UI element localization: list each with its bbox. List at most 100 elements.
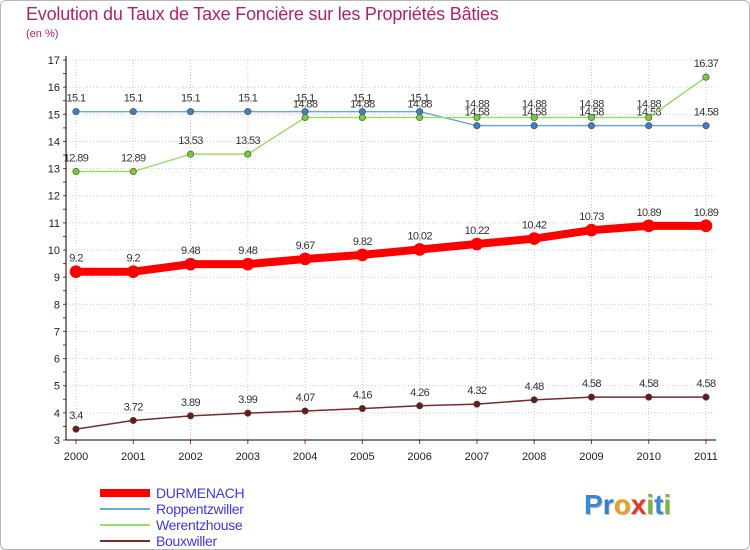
data-label-durmenach-2000: 9.2: [69, 253, 83, 265]
data-point-roppentzwiller-2011: [702, 122, 710, 130]
chart-title: Evolution du Taux de Taxe Foncière sur l…: [26, 4, 499, 24]
y-tick-label-12: 12: [48, 191, 60, 203]
data-label-durmenach-2001: 9.2: [127, 253, 141, 265]
data-point-werentzhouse-2000: [72, 168, 80, 176]
data-point-bouxwiller-2010: [645, 393, 653, 401]
data-point-werentzhouse-2006: [416, 114, 424, 122]
data-label-durmenach-2002: 9.48: [181, 245, 200, 257]
data-label-roppentzwiller-2007: 14.58: [465, 107, 490, 119]
data-label-werentzhouse-2000: 12.89: [64, 153, 89, 165]
data-label-durmenach-2007: 10.22: [465, 225, 490, 237]
series-line-durmenach: [72, 221, 710, 276]
x-tick-label-2003: 2003: [236, 451, 260, 463]
data-point-werentzhouse-2007: [473, 114, 481, 122]
y-tick-label-5: 5: [54, 381, 60, 393]
x-tick-label-2001: 2001: [121, 451, 145, 463]
data-label-werentzhouse-2010: 14.88: [636, 99, 661, 111]
x-tick-label-2007: 2007: [465, 451, 489, 463]
data-label-roppentzwiller-2000: 15.1: [66, 93, 85, 105]
data-label-bouxwiller-2011: 4.58: [696, 378, 715, 390]
data-label-werentzhouse-2009: 14.88: [579, 99, 604, 111]
data-point-roppentzwiller-2008: [530, 122, 538, 130]
data-point-roppentzwiller-2009: [587, 122, 595, 130]
data-label-werentzhouse-2011: 16.37: [694, 58, 719, 70]
logo-letter: t: [654, 489, 664, 520]
data-point-durmenach-2003: [241, 257, 255, 271]
data-label-durmenach-2003: 9.48: [238, 245, 257, 257]
data-point-durmenach-2005: [356, 248, 369, 262]
data-point-durmenach-2004: [298, 252, 312, 266]
x-tick-label-2005: 2005: [350, 451, 374, 463]
y-tick-label-14: 14: [48, 136, 60, 148]
data-label-bouxwiller-2008: 4.48: [525, 381, 544, 393]
logo-letter: o: [613, 489, 631, 520]
data-label-durmenach-2010: 10.89: [636, 207, 661, 219]
data-label-roppentzwiller-2004: 15.1: [296, 93, 315, 105]
legend-swatch-werentzhouse: [100, 524, 150, 526]
data-point-bouxwiller-2011: [702, 393, 710, 401]
y-tick-label-6: 6: [54, 354, 60, 366]
data-label-roppentzwiller-2002: 15.1: [181, 93, 200, 105]
data-point-werentzhouse-2004: [301, 114, 309, 122]
data-point-durmenach-2006: [413, 243, 426, 256]
data-label-bouxwiller-2006: 4.26: [410, 387, 429, 399]
series-line-roppentzwiller: [75, 110, 707, 127]
data-point-bouxwiller-2000: [72, 425, 80, 433]
data-point-bouxwiller-2007: [473, 400, 481, 408]
data-point-bouxwiller-2001: [129, 416, 137, 424]
data-label-bouxwiller-2005: 4.16: [353, 390, 372, 402]
data-point-roppentzwiller-2007: [473, 122, 481, 130]
data-label-werentzhouse-2006: 14.88: [407, 99, 432, 111]
data-label-roppentzwiller-2001: 15.1: [124, 93, 143, 105]
data-label-durmenach-2008: 10.42: [522, 220, 547, 232]
data-label-bouxwiller-2007: 4.32: [467, 385, 486, 397]
data-label-bouxwiller-2009: 4.58: [582, 378, 601, 390]
x-tick-label-2011: 2011: [694, 451, 718, 463]
y-unit-label: (en %): [26, 28, 59, 40]
data-label-roppentzwiller-2006: 15.1: [410, 93, 429, 105]
data-point-roppentzwiller-2002: [187, 108, 195, 116]
data-point-durmenach-2009: [585, 223, 598, 237]
proxiti-logo: Proxiti: [584, 489, 671, 521]
series-line-werentzhouse: [75, 76, 707, 173]
data-label-bouxwiller-2010: 4.58: [639, 378, 658, 390]
data-label-bouxwiller-2000: 3.4: [69, 410, 83, 422]
data-label-bouxwiller-2004: 4.07: [296, 392, 315, 404]
data-point-durmenach-2007: [470, 237, 484, 251]
logo-letter: P: [584, 489, 603, 520]
data-point-werentzhouse-2005: [358, 114, 366, 122]
x-tick-label-2002: 2002: [178, 451, 202, 463]
legend-label-werentzhouse: Werentzhouse: [156, 517, 243, 533]
legend-item-roppentzwiller: Roppentzwiller: [100, 501, 360, 518]
data-point-bouxwiller-2004: [301, 407, 309, 415]
x-tick-label-2006: 2006: [407, 451, 431, 463]
y-tick-label-9: 9: [54, 272, 60, 284]
data-point-roppentzwiller-2010: [645, 122, 653, 130]
data-point-werentzhouse-2008: [530, 114, 538, 122]
data-point-bouxwiller-2009: [587, 393, 595, 401]
data-point-bouxwiller-2006: [416, 402, 424, 410]
logo-letter: x: [630, 489, 647, 520]
legend-label-bouxwiller: Bouxwiller: [156, 533, 217, 549]
legend-label-roppentzwiller: Roppentzwiller: [156, 501, 244, 517]
y-tick-label-3: 3: [54, 435, 60, 447]
data-label-werentzhouse-2005: 14.88: [350, 99, 375, 111]
data-point-durmenach-2008: [527, 232, 541, 245]
data-label-roppentzwiller-2011: 14.58: [694, 107, 719, 119]
data-label-roppentzwiller-2009: 14.58: [579, 107, 604, 119]
y-tick-label-7: 7: [54, 326, 60, 338]
legend-swatch-bouxwiller: [100, 540, 150, 542]
logo-letter: i: [663, 489, 672, 520]
y-tick-label-13: 13: [48, 164, 60, 176]
data-point-bouxwiller-2003: [244, 409, 252, 417]
legend: DURMENACH Roppentzwiller Werentzhouse Bo…: [100, 485, 360, 550]
x-tick-label-2009: 2009: [579, 451, 603, 463]
y-tick-label-8: 8: [54, 299, 60, 311]
y-tick-label-10: 10: [48, 245, 60, 257]
data-point-werentzhouse-2002: [187, 150, 195, 158]
data-label-roppentzwiller-2005: 15.1: [353, 93, 372, 105]
data-point-roppentzwiller-2003: [244, 108, 252, 116]
data-label-durmenach-2009: 10.73: [579, 211, 604, 223]
data-label-werentzhouse-2008: 14.88: [522, 99, 547, 111]
data-label-durmenach-2006: 10.02: [407, 230, 432, 242]
